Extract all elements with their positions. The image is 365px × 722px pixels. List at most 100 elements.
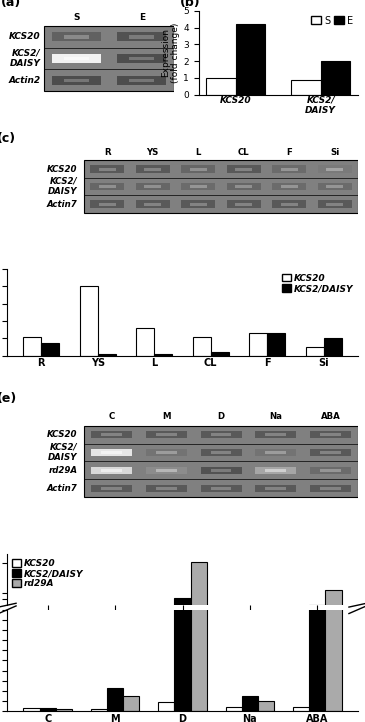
Bar (117, 32, 166, 41)
Bar (99, 168, 116, 170)
Text: S: S (73, 13, 80, 22)
Bar (146, 431, 187, 438)
Bar (52, 54, 101, 63)
Text: (c): (c) (0, 132, 16, 145)
Text: (b): (b) (180, 0, 200, 9)
Bar (91, 466, 132, 474)
Bar (249, 333, 267, 356)
Bar (90, 201, 124, 208)
Bar (318, 183, 352, 191)
Text: Actin7: Actin7 (47, 484, 77, 493)
Legend: S, E: S, E (311, 16, 353, 26)
Bar (211, 487, 231, 490)
Bar (200, 449, 242, 456)
Bar (23, 708, 40, 711)
Bar (321, 61, 350, 95)
Bar (130, 35, 154, 38)
Bar (190, 168, 207, 170)
Bar (52, 32, 101, 41)
Bar (130, 79, 154, 82)
Y-axis label: Expression
(fold change): Expression (fold change) (161, 22, 180, 83)
Bar (206, 78, 236, 95)
Text: F: F (287, 148, 292, 157)
Text: (a): (a) (1, 0, 21, 9)
Bar (281, 185, 298, 188)
Bar (154, 354, 172, 356)
Bar (226, 707, 242, 711)
Bar (101, 433, 122, 436)
Bar (99, 185, 116, 188)
Bar (52, 76, 101, 85)
Bar (64, 79, 89, 82)
Bar (318, 201, 352, 208)
Bar (320, 433, 341, 436)
Bar (91, 449, 132, 456)
Bar (267, 333, 285, 356)
Bar (281, 168, 298, 170)
Bar (174, 599, 191, 608)
Bar (144, 168, 161, 170)
Bar (44, 26, 174, 91)
Bar (181, 201, 215, 208)
Bar (310, 431, 351, 438)
Bar (265, 487, 286, 490)
Bar (235, 168, 252, 170)
Bar (310, 466, 351, 474)
Bar (293, 707, 309, 711)
Text: KCS2/
DAISY: KCS2/ DAISY (48, 443, 77, 462)
Bar (310, 449, 351, 456)
Text: KCS2/
DAISY: KCS2/ DAISY (10, 49, 41, 69)
Bar (156, 487, 177, 490)
Bar (136, 201, 170, 208)
Bar (156, 433, 177, 436)
Bar (242, 696, 258, 711)
Bar (272, 165, 307, 173)
Bar (211, 433, 231, 436)
Text: Actin7: Actin7 (47, 200, 77, 209)
Bar (320, 451, 341, 454)
Text: L: L (196, 148, 201, 157)
Bar (64, 57, 89, 61)
Bar (144, 185, 161, 188)
Bar (193, 336, 211, 356)
Bar (90, 165, 124, 173)
Bar (281, 203, 298, 206)
Bar (144, 203, 161, 206)
Bar (326, 185, 343, 188)
Text: Actin2: Actin2 (8, 76, 41, 85)
Bar (211, 451, 231, 454)
Bar (90, 183, 124, 191)
Bar (191, 562, 207, 608)
Bar (324, 339, 342, 356)
Bar (272, 201, 307, 208)
Bar (123, 696, 139, 711)
Bar (107, 688, 123, 711)
Text: Si: Si (330, 148, 339, 157)
Text: ABA: ABA (320, 412, 340, 421)
Text: R: R (104, 148, 111, 157)
Bar (320, 487, 341, 490)
Text: (e): (e) (0, 393, 17, 406)
Legend: KCS20, KCS2/DAISY: KCS20, KCS2/DAISY (282, 274, 353, 293)
Bar (255, 431, 296, 438)
Legend: KCS20, KCS2/DAISY, rd29A: KCS20, KCS2/DAISY, rd29A (12, 559, 83, 588)
Bar (101, 451, 122, 454)
Bar (101, 487, 122, 490)
Bar (156, 451, 177, 454)
Bar (318, 165, 352, 173)
Bar (91, 708, 107, 711)
Bar (91, 431, 132, 438)
Bar (320, 469, 341, 472)
Text: KCS20: KCS20 (47, 430, 77, 439)
Bar (156, 469, 177, 472)
Bar (84, 426, 358, 497)
Bar (23, 337, 41, 356)
Bar (146, 466, 187, 474)
Bar (272, 183, 307, 191)
Bar (235, 203, 252, 206)
Bar (255, 484, 296, 492)
Bar (258, 701, 274, 711)
Bar (255, 466, 296, 474)
Text: C: C (109, 412, 115, 421)
Text: E: E (139, 13, 145, 22)
